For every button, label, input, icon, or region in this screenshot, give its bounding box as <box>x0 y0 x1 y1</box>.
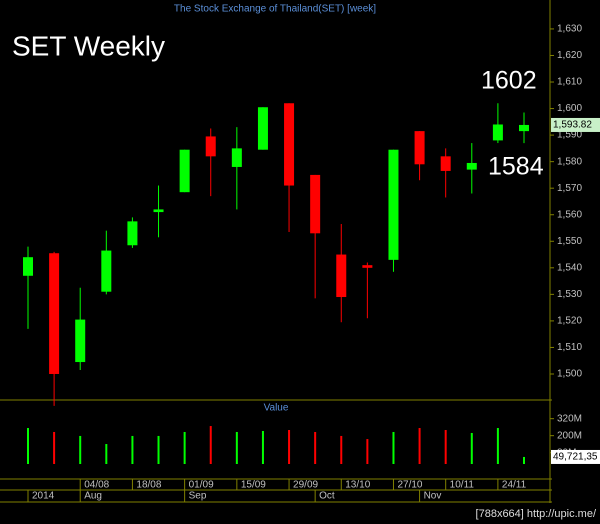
volume-title: Value <box>264 403 289 414</box>
x-tick-label: 10/11 <box>450 480 475 491</box>
y-tick-label: 1,520 <box>557 316 582 327</box>
y-tick-label: 1,540 <box>557 262 582 273</box>
annotation: SET Weekly <box>12 30 165 61</box>
volume-bar <box>209 426 212 465</box>
annotation: 1602 <box>481 67 537 95</box>
y-tick-label: 1,500 <box>557 369 582 380</box>
last-price-box <box>551 117 600 132</box>
month-label: Sep <box>189 491 207 502</box>
volume-bar <box>235 431 238 465</box>
candle-body <box>284 103 295 186</box>
volume-bar <box>27 428 29 465</box>
candle-body <box>75 319 86 363</box>
volume-bar <box>366 439 369 465</box>
watermark: [788x664] http://upic.me/ <box>476 508 597 520</box>
y-tick-label: 1,550 <box>557 236 582 247</box>
candle-body <box>310 174 321 234</box>
candle-body <box>49 253 60 374</box>
last-volume-box <box>551 449 600 464</box>
candle-body <box>362 265 373 268</box>
volume-bar <box>79 435 82 465</box>
y-tick-label: 1,570 <box>557 183 582 194</box>
volume-bar <box>131 435 134 465</box>
volume-bar <box>157 435 160 465</box>
candle-body <box>336 254 347 298</box>
x-tick-label: 27/10 <box>397 480 422 491</box>
volume-bar <box>53 431 56 465</box>
month-label: Nov <box>424 491 442 502</box>
volume-bar <box>105 444 108 465</box>
x-tick-label: 04/08 <box>84 480 109 491</box>
chart-title: The Stock Exchange of Thailand(SET) [wee… <box>174 4 376 15</box>
x-tick-label: 24/11 <box>502 480 527 491</box>
candle-body <box>153 209 164 213</box>
y-tick-label: 1,510 <box>557 342 582 353</box>
y-tick-label: 1,630 <box>557 24 582 35</box>
candle-body <box>101 250 112 292</box>
volume-tick-label: 320M <box>557 413 582 424</box>
volume-bar <box>314 431 317 465</box>
volume-bar <box>444 430 447 465</box>
y-tick-label: 1,590 <box>557 130 582 141</box>
month-label: Oct <box>319 491 335 502</box>
candle-body <box>179 149 190 193</box>
x-tick-label: 01/09 <box>189 480 214 491</box>
month-label: 2014 <box>32 491 55 502</box>
y-tick-label: 1,580 <box>557 156 582 167</box>
candle-body <box>466 162 477 170</box>
candle-body <box>519 124 529 132</box>
y-tick-label: 1,620 <box>557 50 582 61</box>
month-label: Aug <box>84 491 102 502</box>
x-tick-label: 18/08 <box>136 480 161 491</box>
volume-bar <box>392 431 395 465</box>
volume-bar <box>261 430 264 465</box>
annotation: 1584 <box>488 153 544 181</box>
volume-bar <box>496 428 499 465</box>
last-price-label: 1,593.82 <box>553 120 592 131</box>
volume-bar <box>340 435 343 465</box>
candle-body <box>492 124 503 141</box>
volume-tick-label: 200M <box>557 430 582 441</box>
candle-body <box>231 148 242 167</box>
volume-bar <box>523 456 525 465</box>
volume-bar <box>288 430 291 465</box>
candle-body <box>414 131 425 165</box>
y-tick-label: 1,560 <box>557 209 582 220</box>
volume-bar <box>470 432 473 465</box>
y-tick-label: 1,600 <box>557 103 582 114</box>
x-tick-label: 13/10 <box>345 480 370 491</box>
volume-bar <box>183 431 186 465</box>
volume-bar <box>418 428 421 465</box>
last-volume-label: 49,721,35 <box>553 452 598 463</box>
candle-body <box>127 221 138 246</box>
candle-body <box>23 257 33 276</box>
y-tick-label: 1,530 <box>557 289 582 300</box>
candle-body <box>257 107 268 150</box>
candle-body <box>205 136 216 157</box>
candle-body <box>440 156 451 171</box>
x-tick-label: 29/09 <box>293 480 318 491</box>
candle-body <box>388 149 399 260</box>
y-tick-label: 1,610 <box>557 77 582 88</box>
x-tick-label: 15/09 <box>241 480 266 491</box>
